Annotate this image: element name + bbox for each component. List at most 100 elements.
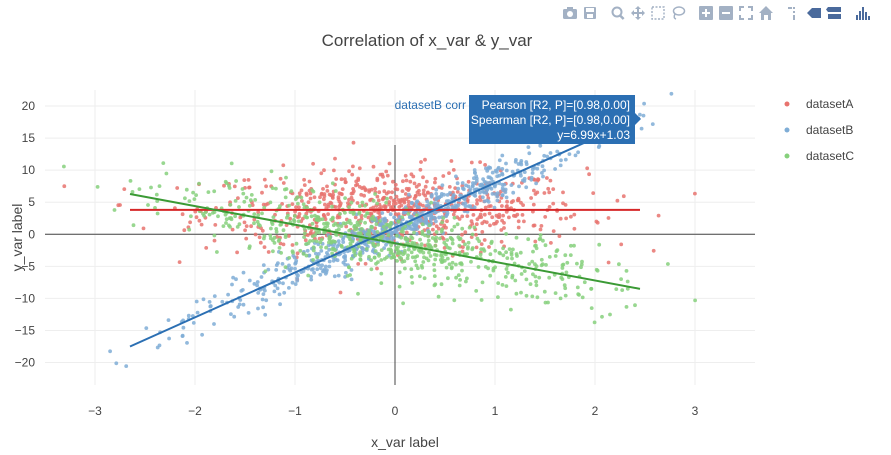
- data-point: [449, 159, 454, 163]
- data-point: [528, 282, 533, 286]
- data-point: [397, 270, 402, 275]
- data-point: [389, 243, 393, 248]
- camera-icon[interactable]: [561, 4, 579, 22]
- y-tick-label: 20: [22, 99, 36, 113]
- data-point: [247, 203, 252, 208]
- data-point: [112, 208, 117, 212]
- data-point: [331, 192, 335, 197]
- data-point: [378, 172, 383, 177]
- data-point: [322, 168, 326, 173]
- data-point: [414, 263, 419, 268]
- data-point: [489, 186, 494, 191]
- data-point: [621, 194, 626, 199]
- data-point: [460, 181, 465, 185]
- data-point: [543, 243, 548, 248]
- data-point: [369, 267, 374, 272]
- legend-item-datasetB[interactable]: datasetB: [784, 123, 854, 137]
- data-point: [441, 174, 446, 178]
- data-point: [444, 225, 448, 230]
- y-tick-label: −10: [15, 291, 36, 305]
- data-point: [326, 221, 330, 226]
- data-point: [318, 195, 322, 200]
- data-point: [191, 190, 196, 195]
- data-point: [547, 205, 552, 209]
- data-point: [375, 194, 380, 199]
- data-point: [429, 200, 433, 205]
- zoom-out-icon[interactable]: [717, 4, 735, 22]
- hover-line: Spearman [R2, P]=[0.98,0.00]: [471, 113, 630, 127]
- plotly-logo-icon[interactable]: [853, 4, 871, 22]
- data-point: [194, 193, 199, 198]
- data-point: [466, 204, 471, 209]
- zoom-in-icon[interactable]: [697, 4, 715, 22]
- data-point: [463, 204, 468, 209]
- data-point: [351, 164, 355, 169]
- lasso-icon[interactable]: [669, 4, 687, 22]
- data-point: [353, 253, 357, 258]
- save-icon[interactable]: [581, 4, 599, 22]
- data-point: [315, 267, 320, 272]
- data-point: [490, 192, 495, 196]
- data-point: [318, 272, 323, 277]
- data-point: [243, 228, 248, 233]
- data-point: [304, 253, 309, 258]
- data-point: [260, 228, 265, 233]
- data-point: [446, 245, 450, 250]
- pan-icon[interactable]: [629, 4, 647, 22]
- hover-compare-icon[interactable]: [825, 4, 843, 22]
- data-point: [356, 291, 360, 296]
- data-point: [402, 200, 407, 205]
- data-point: [547, 275, 552, 280]
- data-point: [333, 205, 338, 209]
- data-point: [437, 215, 441, 220]
- data-point: [423, 243, 427, 248]
- autoscale-icon[interactable]: [737, 4, 755, 22]
- data-point: [281, 228, 286, 233]
- data-point: [344, 270, 348, 275]
- data-point: [563, 253, 568, 258]
- data-point: [540, 171, 544, 175]
- data-point: [533, 192, 538, 196]
- data-point: [500, 193, 505, 198]
- data-point: [308, 239, 312, 243]
- data-point: [425, 191, 430, 195]
- data-point: [232, 314, 237, 319]
- data-point: [481, 177, 485, 182]
- legend-item-datasetA[interactable]: datasetA: [784, 97, 854, 111]
- spike-lines-icon[interactable]: [785, 4, 803, 22]
- data-point: [402, 251, 407, 255]
- data-point: [408, 179, 413, 184]
- legend-item-datasetC[interactable]: datasetC: [784, 149, 855, 163]
- data-point: [424, 203, 429, 208]
- hover-closest-icon[interactable]: [805, 4, 823, 22]
- data-point: [389, 256, 394, 260]
- home-icon[interactable]: [757, 4, 775, 22]
- data-point: [229, 161, 234, 166]
- data-point: [454, 262, 458, 267]
- data-point: [333, 189, 338, 193]
- y-tick-label: 5: [28, 195, 35, 209]
- data-point: [329, 201, 334, 206]
- zoom-icon[interactable]: [609, 4, 627, 22]
- data-point: [479, 242, 484, 247]
- data-point: [293, 266, 297, 271]
- data-point: [414, 184, 419, 189]
- data-point: [213, 223, 218, 227]
- data-point: [358, 219, 363, 224]
- data-point: [341, 240, 346, 245]
- data-point: [247, 185, 252, 190]
- data-point: [199, 222, 204, 227]
- data-point: [236, 196, 240, 201]
- data-point: [262, 205, 267, 210]
- data-point: [370, 249, 375, 254]
- data-point: [244, 236, 249, 241]
- data-point: [531, 202, 536, 207]
- data-point: [341, 260, 346, 265]
- data-point: [212, 238, 217, 243]
- data-point: [524, 162, 529, 167]
- hover-tooltip: Pearson [R2, P]=[0.98,0.00]Spearman [R2,…: [395, 95, 641, 144]
- data-point: [306, 200, 311, 205]
- data-point: [446, 199, 451, 203]
- box-select-icon[interactable]: [649, 4, 667, 22]
- data-point: [304, 215, 309, 220]
